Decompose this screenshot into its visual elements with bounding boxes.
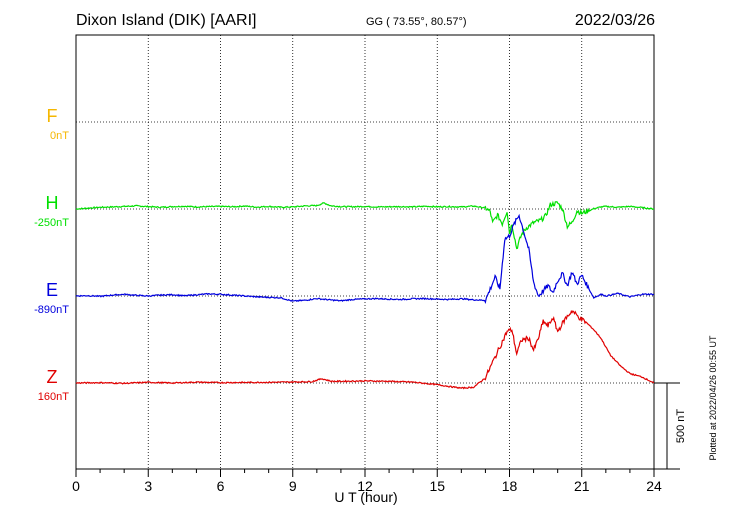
component-e-baseline: -890nT	[34, 304, 69, 316]
x-tick-label: 6	[217, 478, 225, 494]
series-line-z	[75, 309, 655, 390]
component-z-baseline: 160nT	[38, 391, 69, 403]
grid	[76, 35, 654, 469]
component-z-name: Z	[47, 367, 58, 387]
x-axis-title: U T (hour)	[334, 489, 397, 505]
x-tick-label: 21	[574, 478, 590, 494]
component-e-name: E	[46, 280, 58, 300]
scale-bar: 500 nT	[654, 382, 687, 470]
component-f-name: F	[47, 106, 58, 126]
plotted-timestamp: Plotted at 2022/04/26 00:55 UT	[708, 335, 718, 461]
component-f-baseline: 0nT	[50, 130, 69, 142]
x-axis: 0 3 6 9 12 15 18 21 24	[72, 469, 662, 494]
series-line-h	[75, 200, 655, 250]
component-h-name: H	[46, 193, 59, 213]
series-group	[75, 200, 655, 390]
x-tick-label: 24	[646, 478, 662, 494]
component-labels: F 0nT H -250nT E -890nT Z 160nT	[34, 106, 69, 403]
series-line-e	[75, 213, 655, 304]
scale-bar-label: 500 nT	[675, 409, 687, 444]
station-title: Dixon Island (DIK) [AARI]	[76, 12, 257, 29]
date-label: 2022/03/26	[575, 12, 655, 29]
x-tick-label: 0	[72, 478, 80, 494]
x-tick-label: 12	[357, 478, 373, 494]
x-tick-label: 3	[144, 478, 152, 494]
x-tick-label: 15	[429, 478, 445, 494]
x-tick-label: 9	[289, 478, 297, 494]
x-tick-label: 18	[502, 478, 518, 494]
station-coordinates: GG ( 73.55°, 80.57°)	[366, 16, 467, 28]
component-h-baseline: -250nT	[34, 217, 69, 229]
